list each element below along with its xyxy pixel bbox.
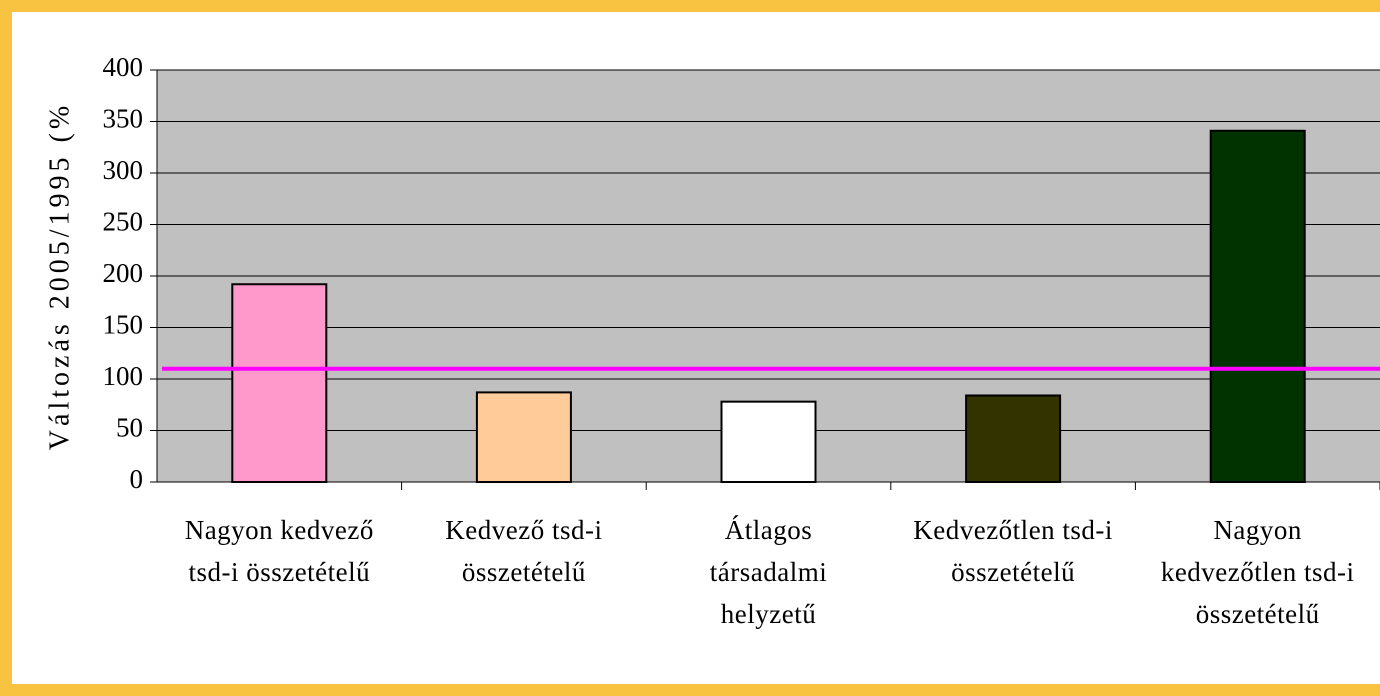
x-tick-label: Kedvező tsd-i összetételű xyxy=(445,515,603,587)
y-tick-label: 100 xyxy=(103,361,144,391)
y-tick-label: 300 xyxy=(103,155,144,185)
bar xyxy=(475,391,572,484)
bar xyxy=(1209,129,1306,484)
y-tick-label: 200 xyxy=(103,258,144,288)
y-tick-label: 400 xyxy=(103,52,144,82)
y-tick-label: 150 xyxy=(103,310,144,340)
y-axis-label: Változás 2005/1995 (% xyxy=(44,102,75,450)
y-tick-label: 0 xyxy=(130,464,144,494)
y-tick-label: 350 xyxy=(103,104,144,134)
y-tick-label: 50 xyxy=(116,413,143,443)
x-tick-label: Átlagos társadalmi helyzetű xyxy=(709,515,828,629)
x-tick-label: Nagyon kedvezőtlen tsd-i összetételű xyxy=(1160,515,1355,629)
y-tick-label: 250 xyxy=(103,207,144,237)
x-tick-label: Kedvezőtlen tsd-i összetételű xyxy=(913,515,1113,587)
bar xyxy=(231,283,328,483)
bar xyxy=(720,400,817,483)
x-tick-label: Nagyon kedvező tsd-i összetételű xyxy=(184,515,374,587)
bar xyxy=(965,394,1062,484)
